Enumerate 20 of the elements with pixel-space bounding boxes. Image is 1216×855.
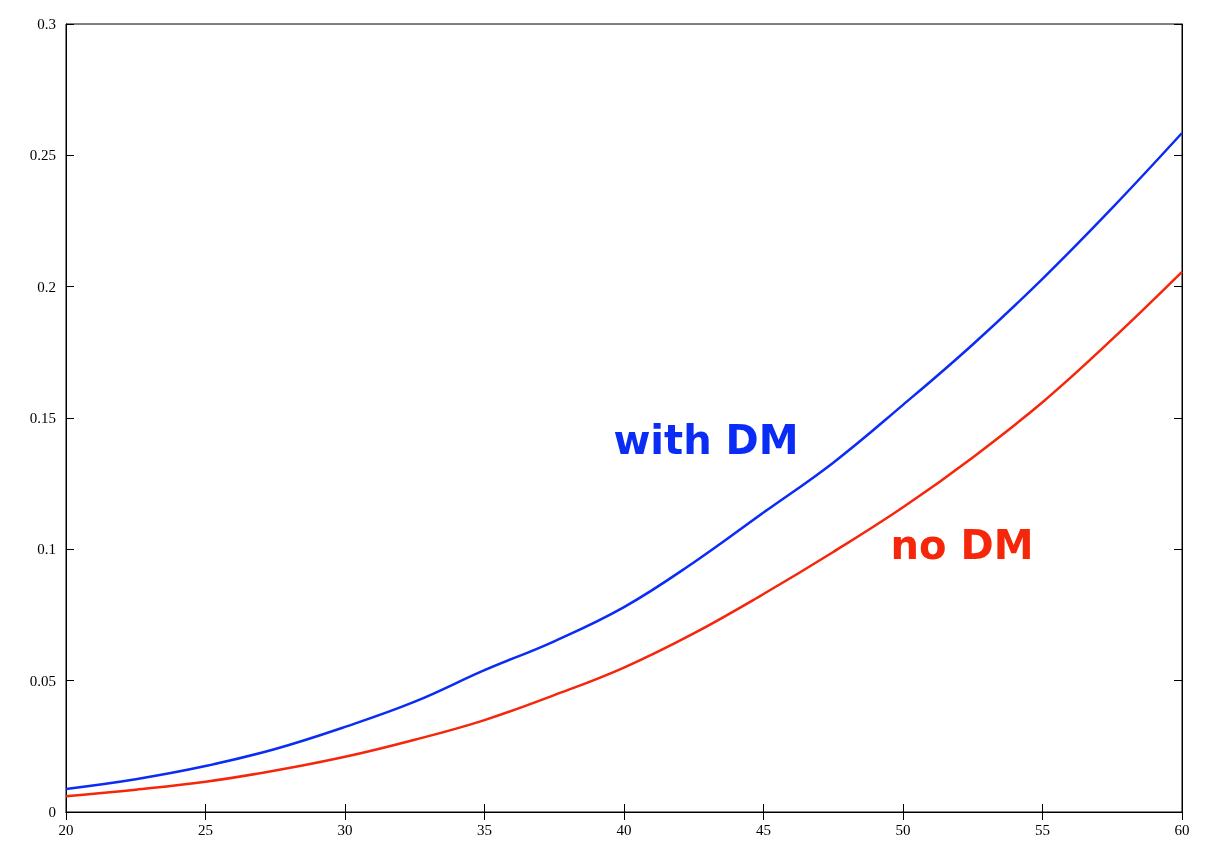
line-series [64,131,1184,791]
y-tick-label: 0.2 [37,278,56,295]
y-tick-label: 0.25 [29,147,56,164]
x-tick-label: 55 [1035,821,1050,838]
x-tick-label: 50 [895,821,911,838]
x-tick-label: 45 [756,821,771,838]
x-tick-label: 30 [337,821,353,838]
y-tick-label: 0.15 [29,410,56,426]
x-tick-label: 35 [477,821,492,838]
y-tick-label: 0 [48,804,56,820]
line-series [64,270,1184,798]
x-tick-label: 25 [198,821,213,838]
x-tick-label: 20 [58,821,74,838]
annotation: no DM [890,522,1034,568]
y-tick-label: 0.1 [37,541,56,558]
x-tick-label: 40 [616,821,632,838]
x-tick-label: 60 [1174,821,1190,838]
y-tick-label: 0.3 [37,16,56,32]
annotation: with DM [613,417,799,463]
y-tick-label: 0.05 [29,672,56,689]
